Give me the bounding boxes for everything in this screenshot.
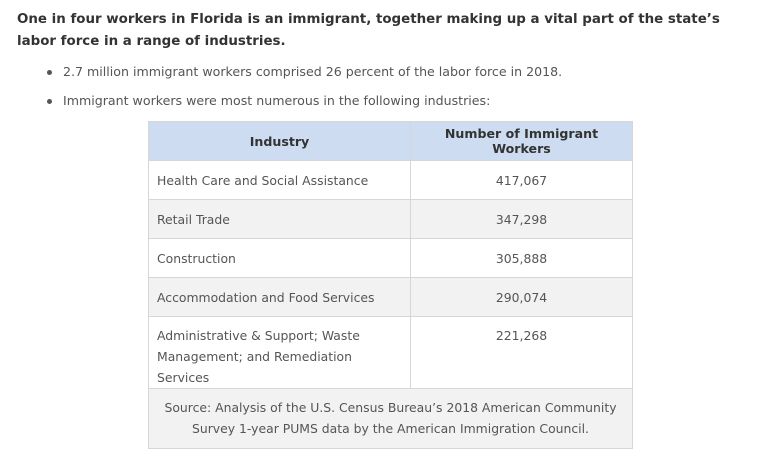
- industry-cell: Retail Trade: [148, 199, 411, 239]
- bullet-text: 2.7 million immigrant workers comprised …: [63, 64, 563, 79]
- bullet-item: 2.7 million immigrant workers comprised …: [0, 62, 768, 82]
- table-header-row: Industry Number of Immigrant Workers: [148, 121, 633, 161]
- bullet-list: 2.7 million immigrant workers comprised …: [0, 62, 768, 111]
- column-header-workers: Number of Immigrant Workers: [410, 121, 633, 161]
- workers-cell: 221,268: [410, 316, 633, 389]
- table-row: Health Care and Social Assistance 417,06…: [148, 160, 633, 200]
- workers-cell: 305,888: [410, 238, 633, 278]
- industry-table: Industry Number of Immigrant Workers Hea…: [148, 121, 633, 449]
- table-source-row: Source: Analysis of the U.S. Census Bure…: [148, 388, 633, 449]
- source-note: Source: Analysis of the U.S. Census Bure…: [148, 388, 633, 449]
- industry-cell: Accommodation and Food Services: [148, 277, 411, 317]
- bullet-text: Immigrant workers were most numerous in …: [63, 93, 491, 108]
- column-header-industry: Industry: [148, 121, 411, 161]
- workers-cell: 417,067: [410, 160, 633, 200]
- bullet-dot-icon: [47, 99, 52, 104]
- bullet-dot-icon: [47, 70, 52, 75]
- industry-cell: Health Care and Social Assistance: [148, 160, 411, 200]
- industry-cell: Construction: [148, 238, 411, 278]
- table-row: Administrative & Support; Waste Manageme…: [148, 316, 633, 389]
- industry-cell: Administrative & Support; Waste Manageme…: [148, 316, 411, 389]
- intro-heading: One in four workers in Florida is an imm…: [17, 12, 720, 49]
- table-row: Construction 305,888: [148, 238, 633, 278]
- workers-cell: 290,074: [410, 277, 633, 317]
- workers-cell: 347,298: [410, 199, 633, 239]
- table-row: Retail Trade 347,298: [148, 199, 633, 239]
- table-row: Accommodation and Food Services 290,074: [148, 277, 633, 317]
- bullet-item: Immigrant workers were most numerous in …: [0, 91, 768, 111]
